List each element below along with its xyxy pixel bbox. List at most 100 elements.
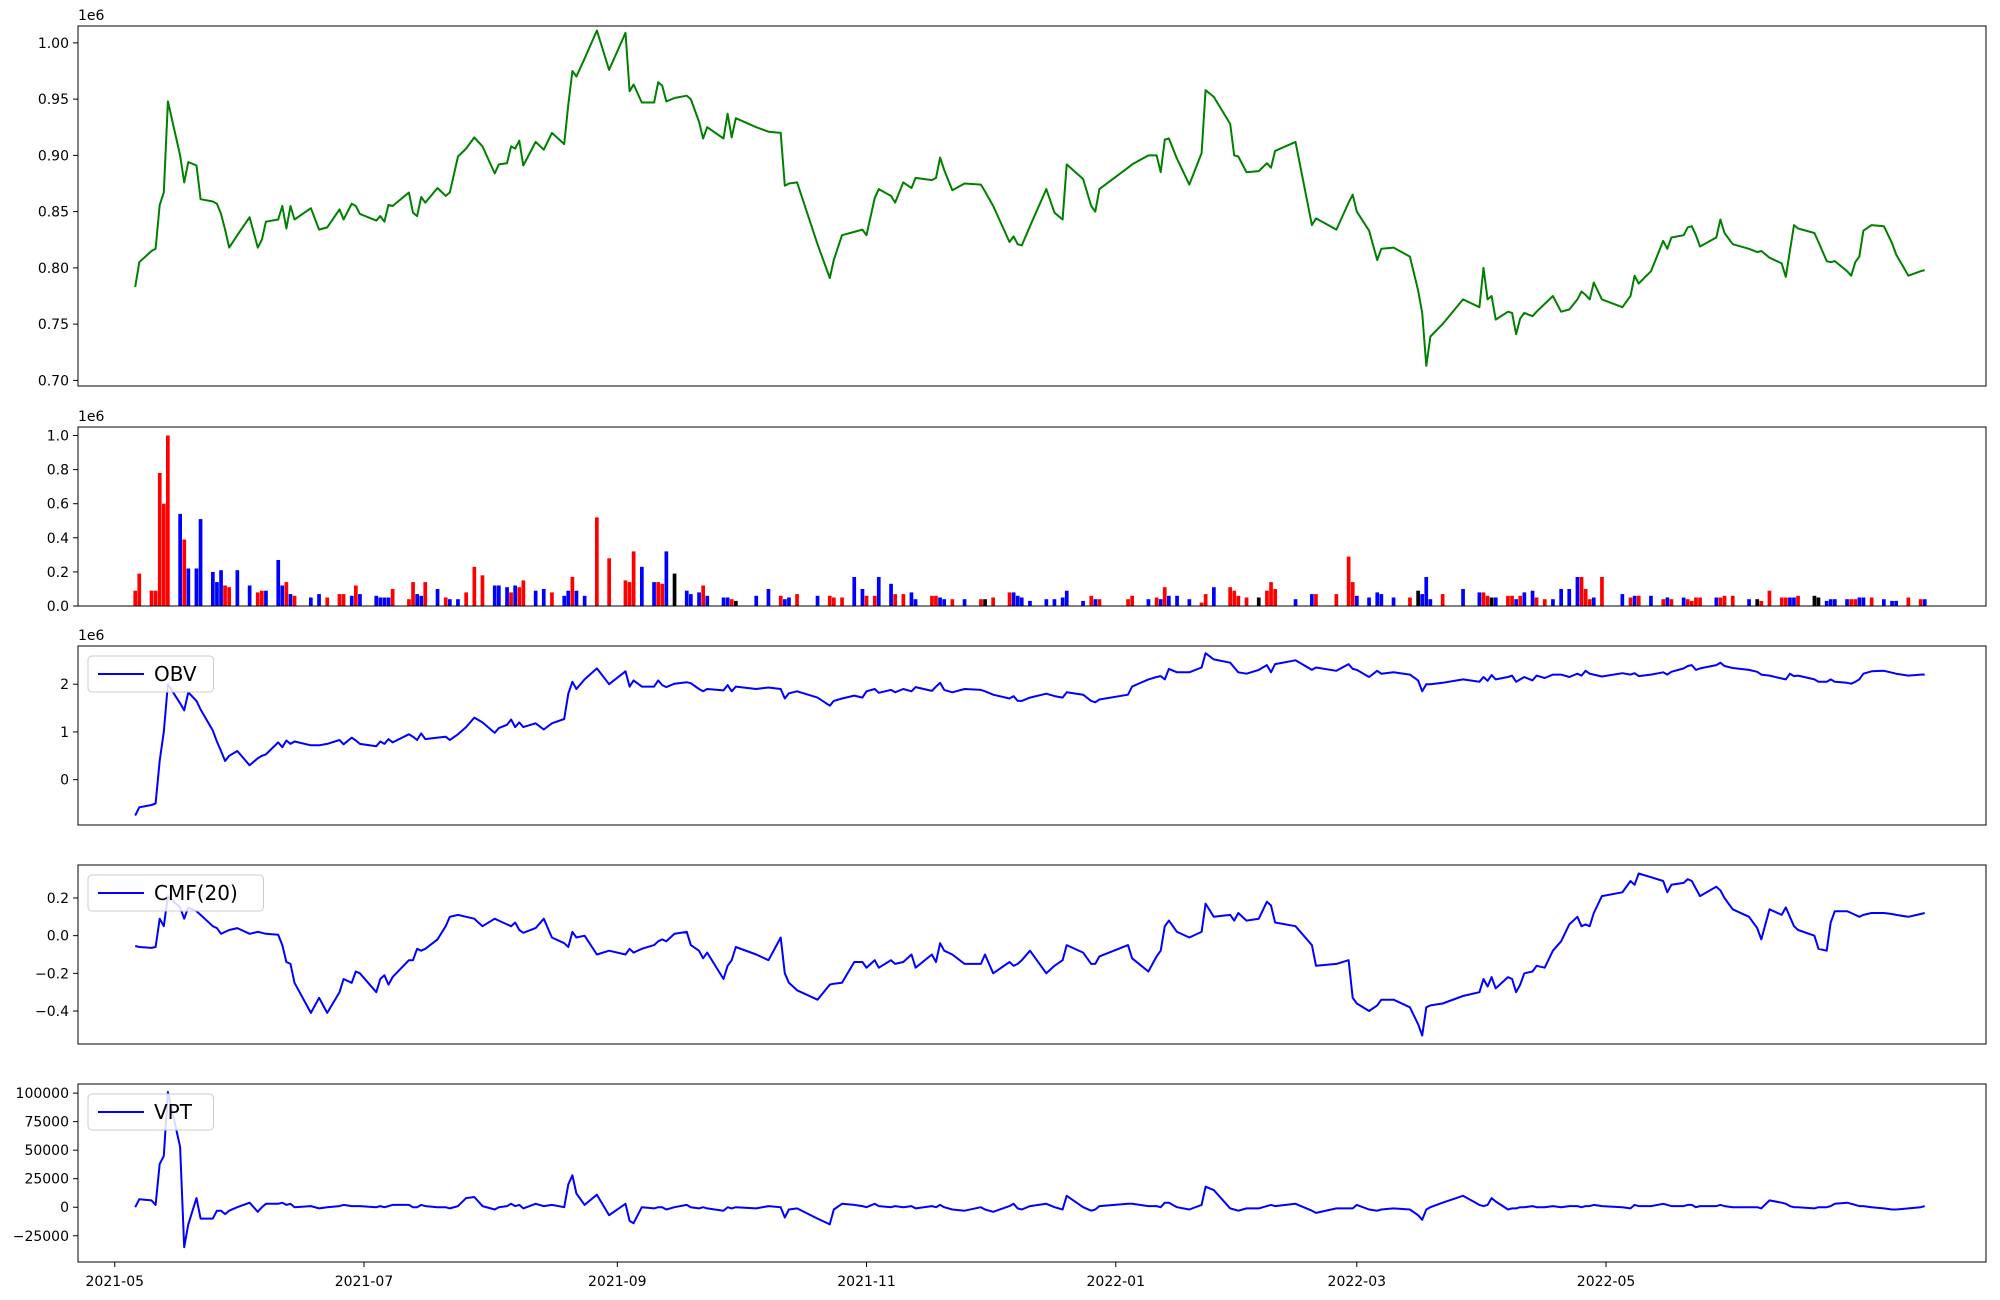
volume-bar bbox=[1522, 592, 1527, 606]
x-axis-tick-label: 2022-01 bbox=[1087, 1274, 1146, 1290]
volume-bar bbox=[292, 595, 297, 606]
price-ytick-label: 0.80 bbox=[38, 261, 69, 277]
x-axis-tick: 2022-01 bbox=[1087, 1262, 1146, 1290]
volume-bar bbox=[721, 597, 726, 606]
volume-bar bbox=[1293, 599, 1298, 606]
volume-ytick: 0.8 bbox=[47, 463, 78, 479]
volume-bar bbox=[1019, 597, 1024, 606]
volume-bar bbox=[280, 585, 285, 606]
volume-bar bbox=[186, 568, 191, 606]
volume-ytick-label: 0.6 bbox=[47, 497, 69, 513]
cmf-legend: CMF(20) bbox=[87, 874, 264, 912]
volume-ytick-label: 0.0 bbox=[47, 599, 69, 615]
volume-bar bbox=[149, 590, 154, 606]
volume-ytick-label: 0.4 bbox=[47, 531, 69, 547]
volume-bar bbox=[1236, 595, 1241, 606]
volume-bar bbox=[566, 590, 571, 606]
volume-bar bbox=[317, 594, 321, 606]
volume-bar bbox=[913, 599, 918, 606]
volume-bar bbox=[783, 599, 787, 606]
vpt-ytick-label: 50000 bbox=[24, 1143, 69, 1159]
x-axis-tick-label: 2022-05 bbox=[1577, 1274, 1636, 1290]
volume-bar bbox=[1130, 595, 1134, 606]
obv-axes-frame bbox=[77, 645, 1987, 826]
volume-bar bbox=[1256, 597, 1261, 606]
vpt-ytick-label: 100000 bbox=[16, 1086, 69, 1102]
obv-scale-label: 1e6 bbox=[78, 628, 105, 644]
volume-bar bbox=[219, 570, 223, 606]
cmf-axes-frame bbox=[77, 864, 1987, 1045]
cmf-legend-label: CMF(20) bbox=[154, 881, 238, 905]
volume-bar bbox=[133, 590, 138, 606]
volume-bar bbox=[382, 597, 387, 606]
volume-bar bbox=[1722, 595, 1727, 606]
volume-ytick: 0.4 bbox=[47, 531, 78, 547]
volume-bar bbox=[1551, 599, 1555, 606]
volume-bar bbox=[1759, 600, 1764, 606]
volume-bar bbox=[582, 595, 587, 606]
volume-bar bbox=[472, 566, 477, 606]
volume-bar bbox=[325, 597, 330, 606]
volume-bar bbox=[1011, 592, 1016, 606]
volume-bar bbox=[684, 590, 689, 606]
volume-bar bbox=[1628, 597, 1633, 606]
volume-bar bbox=[1212, 587, 1216, 606]
volume-bar bbox=[288, 594, 293, 606]
volume-bar bbox=[541, 589, 546, 606]
price-ytick: 1.00 bbox=[38, 36, 78, 52]
volume-bar bbox=[521, 580, 526, 606]
volume-bar bbox=[1747, 599, 1751, 606]
volume-bar bbox=[407, 599, 411, 606]
volume-bar bbox=[1792, 597, 1796, 606]
vpt-ytick: −25000 bbox=[13, 1229, 78, 1245]
volume-bar bbox=[1424, 577, 1429, 606]
x-axis-tick: 2021-05 bbox=[86, 1262, 145, 1290]
volume-bar bbox=[934, 595, 938, 606]
volume-bar bbox=[1779, 597, 1784, 606]
volume-bar bbox=[492, 585, 497, 606]
x-axis-tick-label: 2021-07 bbox=[335, 1274, 394, 1290]
volume-bar bbox=[533, 590, 538, 606]
volume-bar bbox=[1918, 599, 1923, 606]
volume-bar bbox=[1698, 597, 1702, 606]
price-axes-frame bbox=[77, 25, 1987, 387]
volume-bar bbox=[656, 582, 660, 606]
volume-bar bbox=[1367, 597, 1371, 606]
volume-bar bbox=[950, 599, 955, 606]
volume-bar bbox=[631, 551, 636, 606]
volume-bar bbox=[423, 582, 428, 606]
volume-bar bbox=[1489, 597, 1494, 606]
cmf-ytick: −0.4 bbox=[35, 1004, 78, 1020]
volume-bar bbox=[1587, 599, 1592, 606]
volume-bar bbox=[562, 595, 567, 606]
volume-bar bbox=[864, 595, 869, 606]
volume-bar bbox=[550, 592, 554, 606]
volume-bar bbox=[419, 595, 424, 606]
volume-bar bbox=[1669, 599, 1674, 606]
volume-bar bbox=[1228, 587, 1232, 606]
volume-bar bbox=[1567, 589, 1572, 606]
volume-bar bbox=[1694, 597, 1698, 606]
vpt-panel: −25000 0 25000 50000 75000 100000 VPT bbox=[13, 1083, 1987, 1263]
volume-bar bbox=[309, 597, 313, 606]
volume-bar bbox=[415, 594, 419, 606]
volume-bar bbox=[276, 560, 281, 606]
volume-bar bbox=[1428, 599, 1433, 606]
volume-bar bbox=[1416, 590, 1420, 606]
volume-ytick: 1.0 bbox=[47, 429, 78, 445]
price-ytick-label: 0.75 bbox=[38, 317, 69, 333]
x-axis-tick-label: 2021-05 bbox=[86, 1274, 145, 1290]
x-axis-tick-label: 2021-09 bbox=[588, 1274, 647, 1290]
volume-bar bbox=[893, 594, 897, 606]
volume-bar bbox=[1530, 590, 1535, 606]
cmf-ytick: −0.2 bbox=[35, 966, 78, 982]
volume-bar bbox=[1346, 556, 1351, 606]
volume-bar bbox=[701, 585, 705, 606]
volume-bar bbox=[1714, 597, 1719, 606]
volume-bar bbox=[255, 592, 260, 606]
vpt-ytick: 0 bbox=[60, 1200, 78, 1216]
vpt-ytick-label: 0 bbox=[60, 1200, 69, 1216]
volume-bar bbox=[1089, 595, 1094, 606]
volume-bar bbox=[983, 599, 987, 606]
cmf-panel: −0.4 −0.2 0.0 0.2 CMF(20) bbox=[35, 864, 1987, 1045]
